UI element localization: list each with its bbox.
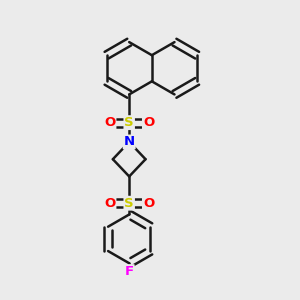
Text: N: N <box>124 136 135 148</box>
Text: O: O <box>104 116 116 129</box>
Text: S: S <box>124 116 134 129</box>
Text: F: F <box>124 265 134 278</box>
Text: S: S <box>124 197 134 210</box>
Text: O: O <box>143 197 154 210</box>
Text: O: O <box>104 197 116 210</box>
Text: O: O <box>143 116 154 129</box>
